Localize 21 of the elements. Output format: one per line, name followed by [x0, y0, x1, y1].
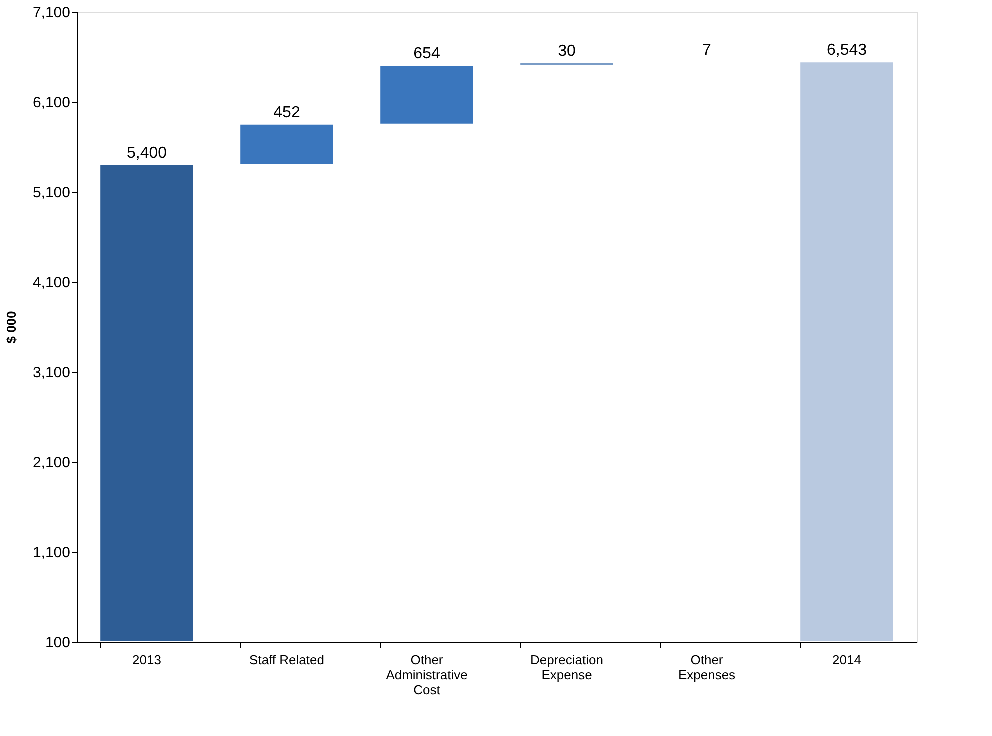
- y-tick-label: 100: [45, 634, 70, 652]
- y-axis-title: $ 000: [4, 311, 19, 344]
- y-tick-label: 3,100: [32, 364, 70, 382]
- y-tick-label: 6,100: [32, 94, 70, 112]
- data-label: 654: [414, 45, 440, 62]
- x-tick-label: Other Administrative Cost: [386, 652, 468, 698]
- y-tick-label: 5,100: [32, 184, 70, 202]
- y-tick-label: 1,100: [32, 544, 70, 562]
- data-label: 7: [702, 42, 712, 60]
- x-tick-label: Staff Related: [250, 652, 324, 668]
- y-tick-label: 4,100: [32, 274, 70, 292]
- data-label: 6,543: [826, 42, 868, 60]
- y-tick-label: 2,100: [32, 454, 70, 472]
- y-tick-label: 7,100: [32, 4, 70, 22]
- x-tick-label: Other Expenses: [678, 652, 736, 682]
- data-label: 5,400: [126, 145, 168, 162]
- data-label: 452: [274, 104, 300, 122]
- data-label: 30: [558, 42, 576, 60]
- x-tick-label: 2013: [132, 652, 162, 668]
- x-tick-label: 2014: [832, 652, 862, 668]
- x-tick-label: Depreciation Expense: [530, 652, 604, 682]
